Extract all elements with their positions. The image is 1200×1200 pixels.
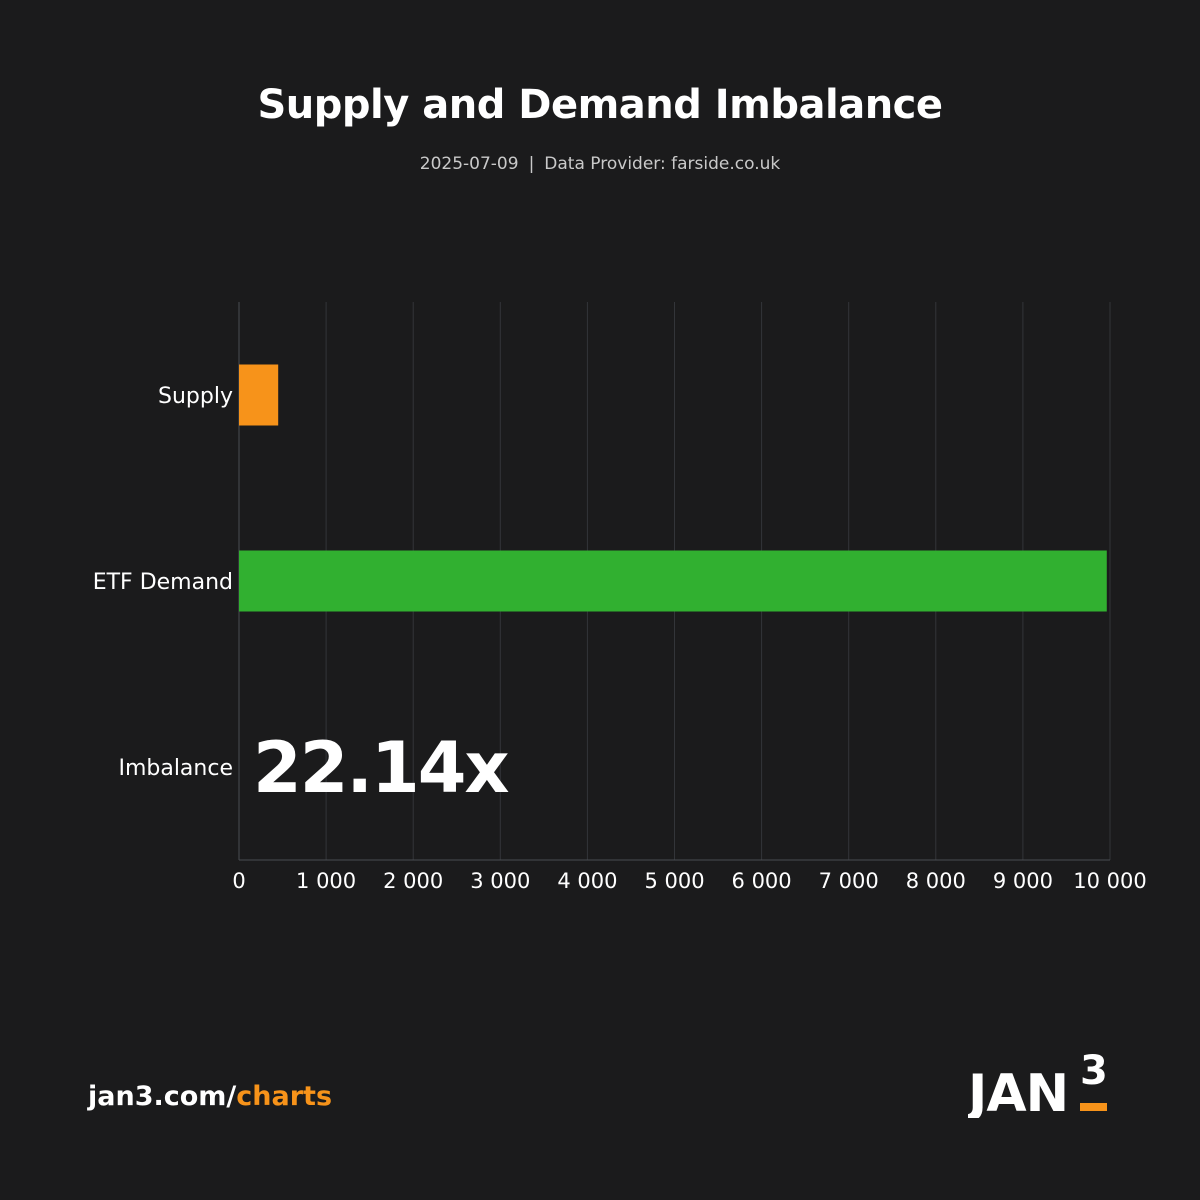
jan3-logo: JAN 3 — [968, 1048, 1108, 1118]
bar-etf-demand — [239, 550, 1107, 612]
footer-link-domain: jan3.com/ — [88, 1081, 237, 1112]
x-tick-label: 0 — [232, 869, 245, 893]
jan3-logo-sup: 3 — [1080, 1048, 1108, 1094]
x-tick-label: 8 000 — [906, 869, 966, 893]
imbalance-annotation: 22.14x — [253, 727, 509, 809]
footer-link[interactable]: jan3.com/charts — [88, 1081, 332, 1112]
data-provider: Data Provider: farside.co.uk — [544, 154, 781, 174]
jan3-logo-underline — [1080, 1103, 1107, 1111]
footer-link-charts: charts — [236, 1081, 333, 1112]
x-tick-label: 6 000 — [732, 869, 792, 893]
x-tick-label: 4 000 — [557, 869, 617, 893]
x-tick-label: 3 000 — [470, 869, 530, 893]
chart-date: 2025-07-09 — [419, 154, 519, 174]
jan3-logo-text: JAN — [968, 1064, 1068, 1118]
x-tick-label: 5 000 — [644, 869, 704, 893]
subtitle-separator: | — [528, 154, 535, 174]
x-tick-label: 10 000 — [1073, 869, 1146, 893]
y-category-label: ETF Demand — [93, 570, 233, 595]
chart-subtitle: 2025-07-09 | Data Provider: farside.co.uk — [0, 154, 1200, 174]
x-tick-label: 9 000 — [993, 869, 1053, 893]
bar-supply — [239, 364, 279, 426]
x-tick-label: 2 000 — [383, 869, 443, 893]
chart-title: Supply and Demand Imbalance — [257, 82, 943, 128]
y-category-label: Supply — [158, 384, 233, 409]
x-tick-label: 1 000 — [296, 869, 356, 893]
x-tick-label: 7 000 — [819, 869, 879, 893]
y-category-label: Imbalance — [118, 756, 233, 781]
